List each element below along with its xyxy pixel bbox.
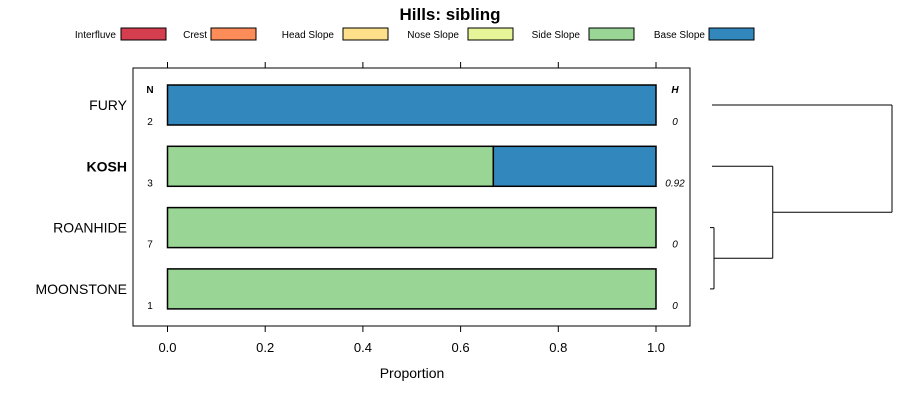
bar-kosh-base-slope: [492, 145, 657, 188]
n-value-roanhide: 7: [147, 240, 153, 251]
n-header: N: [146, 85, 153, 96]
legend-label-4: Side Slope: [532, 30, 581, 41]
legend-swatch-1: [210, 27, 257, 41]
legend: Interfluve Crest Head Slope Nose Slope Side …: [75, 27, 755, 41]
row-label-roanhide: ROANHIDE: [53, 220, 127, 236]
row-label-fury: FURY: [89, 97, 128, 113]
bars: [166, 84, 657, 310]
h-value-moonstone: 0: [672, 301, 678, 312]
dendrogram: [710, 104, 893, 290]
x-tick-label-0: 0.0: [158, 340, 176, 355]
x-axis-label: Proportion: [380, 365, 445, 381]
h-value-kosh: 0.92: [665, 178, 685, 189]
x-tick-label-3: 0.6: [452, 340, 470, 355]
top-axis-ticks: [167, 62, 657, 68]
legend-label-2: Head Slope: [282, 30, 335, 41]
chart-title: Hills: sibling: [399, 5, 500, 24]
bar-moonstone-side-slope: [166, 268, 657, 310]
n-value-fury: 2: [147, 117, 153, 128]
h-value-fury: 0: [672, 117, 678, 128]
bar-roanhide-side-slope: [166, 206, 657, 249]
x-axis: 0.0 0.2 0.4 0.6 0.8 1.0: [158, 326, 665, 355]
row-label-kosh: KOSH: [87, 158, 127, 174]
h-value-roanhide: 0: [672, 240, 678, 251]
legend-swatch-5: [708, 27, 755, 41]
x-tick-label-5: 1.0: [647, 340, 665, 355]
x-tick-label-4: 0.8: [549, 340, 567, 355]
h-column: 0 0.92 0 0: [665, 117, 685, 312]
n-column: 2 3 7 1: [147, 117, 153, 312]
x-tick-label-2: 0.4: [354, 340, 372, 355]
row-label-moonstone: MOONSTONE: [35, 281, 127, 297]
legend-swatch-3: [467, 27, 514, 41]
legend-swatch-2: [342, 27, 389, 41]
legend-swatch-0: [120, 27, 167, 41]
legend-label-0: Interfluve: [75, 30, 117, 41]
legend-label-5: Base Slope: [654, 30, 706, 41]
legend-label-1: Crest: [183, 30, 207, 41]
plot-frame: [132, 67, 691, 327]
h-header: H: [671, 85, 679, 96]
bar-kosh-side-slope: [166, 145, 495, 188]
n-value-kosh: 3: [147, 178, 153, 189]
bar-fury-base-slope: [166, 84, 657, 126]
legend-swatch-4: [588, 27, 635, 41]
row-labels: FURY KOSH ROANHIDE MOONSTONE: [35, 97, 127, 297]
n-value-moonstone: 1: [147, 301, 153, 312]
x-tick-label-1: 0.2: [256, 340, 274, 355]
legend-label-3: Nose Slope: [407, 30, 459, 41]
